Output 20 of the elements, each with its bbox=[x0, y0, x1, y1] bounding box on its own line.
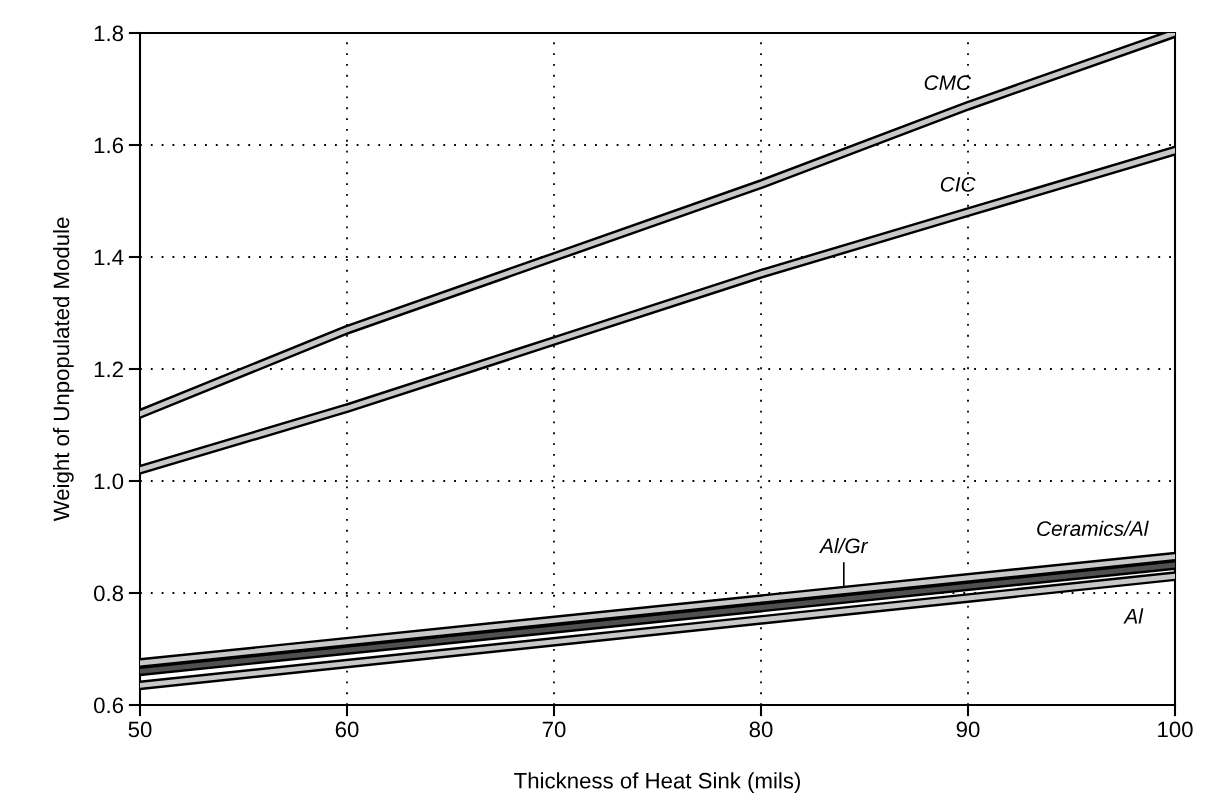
y-tick-label: 0.8 bbox=[94, 585, 124, 602]
x-tick-label: 50 bbox=[128, 721, 152, 738]
x-tick-label: 70 bbox=[542, 721, 566, 738]
text: Al/Gr bbox=[819, 537, 869, 554]
x-axis-title: Thickness of Heat Sink (mils) bbox=[514, 772, 800, 793]
y-tick-label: 1.2 bbox=[94, 361, 123, 378]
series-label: Al bbox=[1123, 608, 1144, 624]
y-tick-label: 1.0 bbox=[94, 473, 124, 490]
x-tick-label: 90 bbox=[956, 721, 980, 738]
y-axis-title: Weight of Unpopulated Module bbox=[52, 217, 74, 522]
y-tick-label: 0.6 bbox=[94, 697, 124, 714]
x-tick-label: 80 bbox=[749, 721, 773, 738]
series-label: Ceramics/Al bbox=[1037, 520, 1149, 536]
y-tick-label: 1.8 bbox=[94, 25, 124, 42]
series-label: CMC bbox=[924, 75, 972, 91]
x-tick-label: 60 bbox=[335, 721, 359, 738]
x-tick-label: 100 bbox=[1158, 721, 1193, 738]
series-label: CIC bbox=[940, 176, 976, 192]
y-tick-label: 1.6 bbox=[94, 137, 124, 154]
y-tick-label: 1.4 bbox=[94, 249, 124, 266]
